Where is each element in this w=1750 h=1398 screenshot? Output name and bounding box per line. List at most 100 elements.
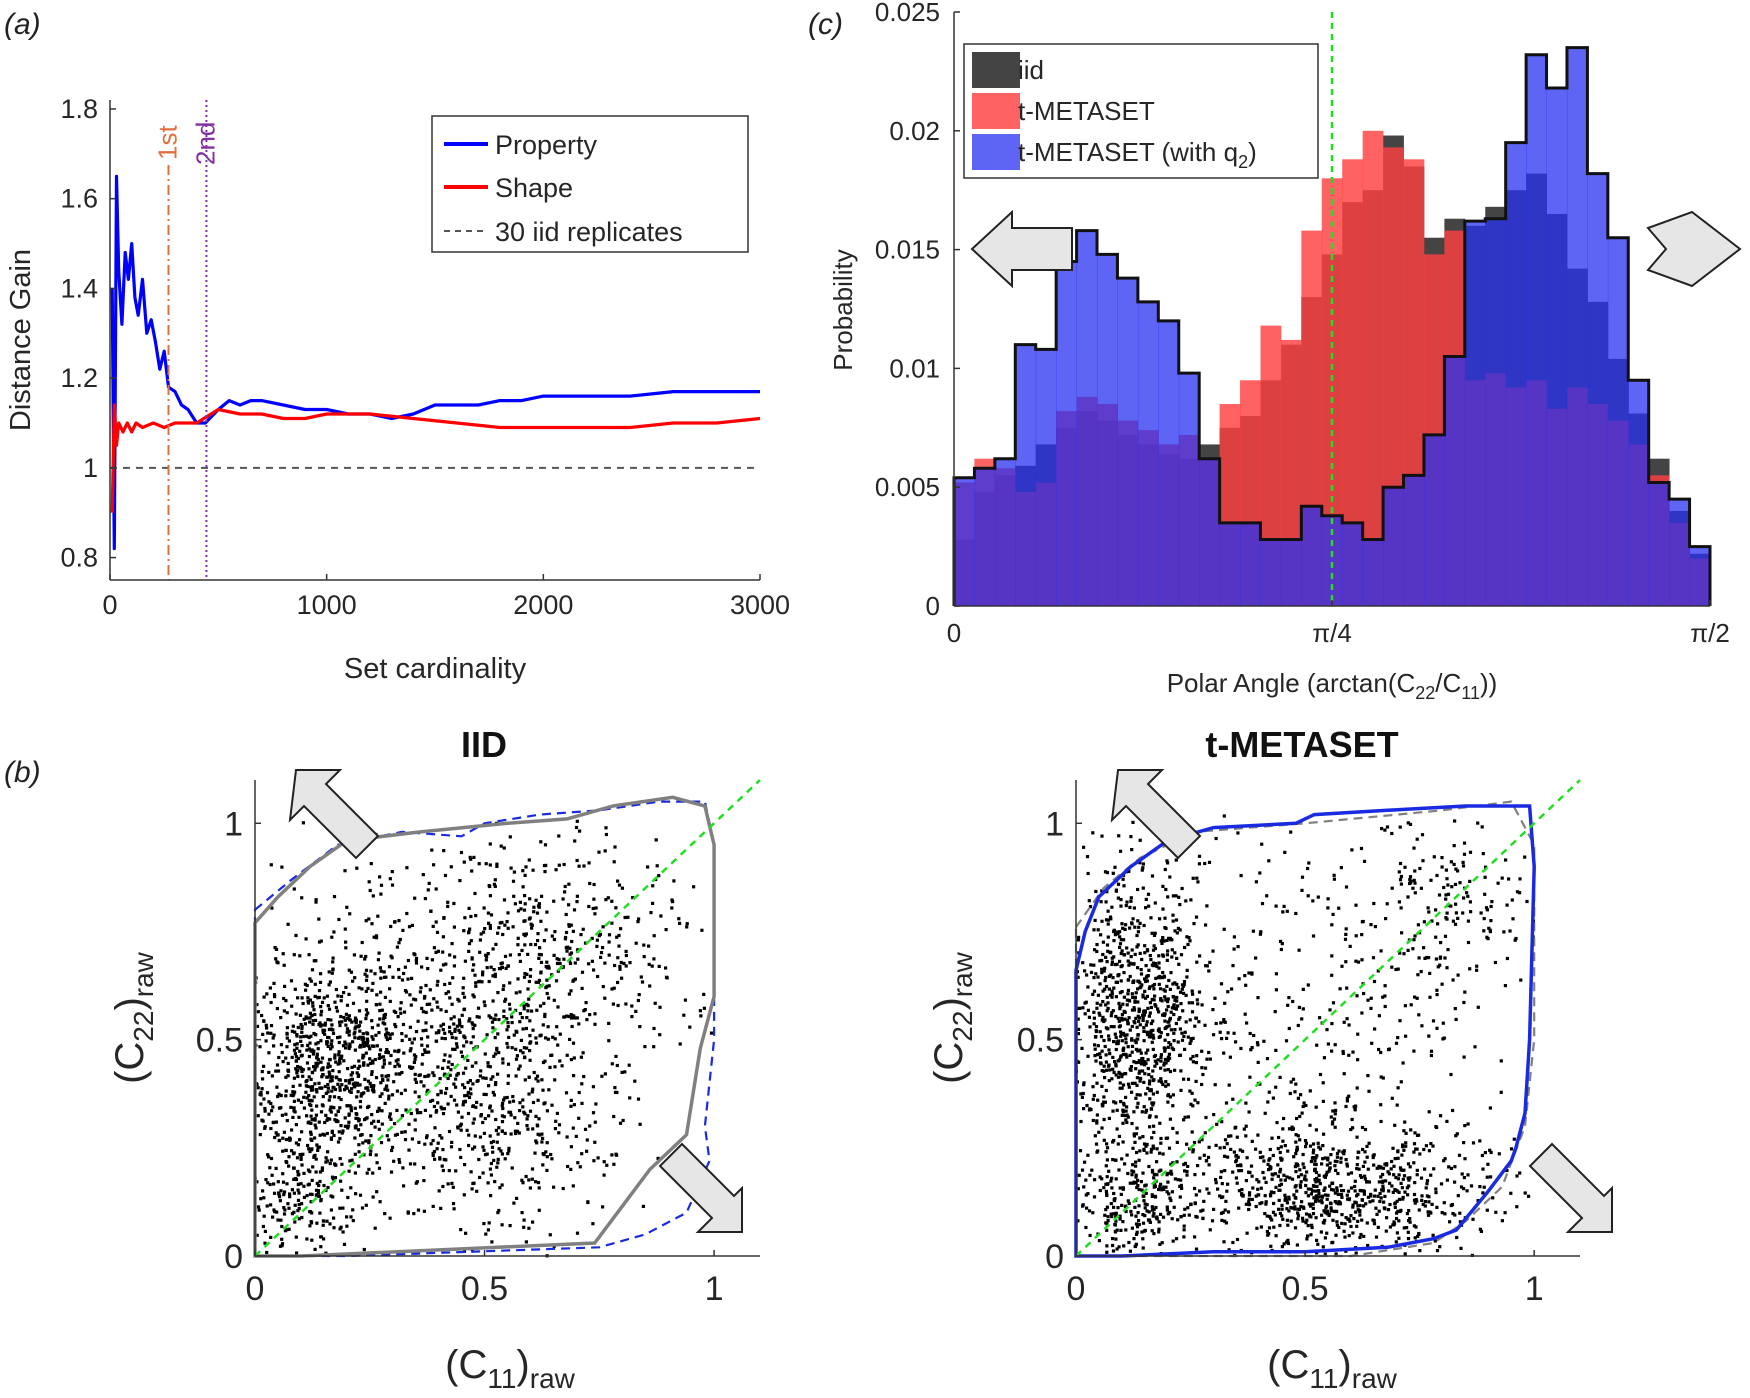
scatter-point [1132, 1008, 1137, 1012]
scatter-point [1136, 1033, 1140, 1037]
scatter-point [1353, 1189, 1357, 1193]
scatter-point [1196, 880, 1200, 884]
scatter-point [279, 1093, 283, 1098]
scatter-point [426, 888, 430, 892]
scatter-point [269, 1031, 273, 1035]
scatter-point [1102, 1117, 1106, 1122]
scatter-point [1282, 1242, 1286, 1246]
scatter-point [1459, 1185, 1464, 1189]
scatter-point [1141, 1016, 1145, 1020]
scatter-point [300, 1202, 304, 1206]
scatter-point [1132, 1170, 1136, 1174]
scatter-point [1403, 865, 1407, 869]
scatter-point [487, 884, 491, 888]
scatter-point [1130, 1044, 1135, 1048]
scatter-point [538, 1133, 542, 1137]
scatter-point [338, 1206, 342, 1210]
scatter-point [544, 1036, 548, 1040]
scatter-point [496, 1161, 500, 1165]
scatter-point [314, 1018, 318, 1022]
scatter-point [314, 959, 318, 963]
scatter-point [1099, 900, 1103, 904]
scatter-point [1373, 1027, 1377, 1031]
scatter-point [1456, 973, 1460, 977]
scatter-point [468, 927, 472, 931]
scatter-point [1271, 1173, 1275, 1177]
scatter-point [269, 1000, 273, 1005]
scatter-point [1191, 992, 1195, 996]
scatter-point [1145, 1020, 1149, 1024]
scatter-point [373, 1057, 377, 1062]
scatter-point [672, 879, 676, 883]
scatter-point [1163, 989, 1167, 993]
scatter-point [1293, 1205, 1297, 1209]
scatter-point [272, 993, 277, 997]
scatter-point [396, 1050, 400, 1054]
scatter-point [612, 1114, 616, 1119]
scatter-point [1316, 1242, 1320, 1246]
scatter-point [262, 995, 266, 999]
scatter-point [1150, 874, 1155, 878]
scatter-point [521, 885, 525, 889]
scatter-point [488, 923, 492, 928]
scatter-point [441, 935, 445, 939]
scatter-point [1278, 1211, 1282, 1215]
scatter-point [1119, 1030, 1123, 1034]
scatter-point [1381, 1172, 1385, 1177]
scatter-point [1219, 1170, 1223, 1174]
y-tick-label: 1.4 [60, 273, 98, 303]
scatter-point [1332, 873, 1336, 877]
scatter-point [1355, 1086, 1359, 1090]
scatter-point [1165, 958, 1169, 962]
scatter-point [700, 928, 704, 932]
scatter-point [549, 1053, 553, 1057]
scatter-point [1342, 1020, 1346, 1024]
scatter-point [378, 1053, 382, 1057]
scatter-point [1381, 1184, 1385, 1188]
scatter-point [541, 1088, 545, 1092]
scatter-point [637, 993, 641, 997]
scatter-point [1115, 1228, 1119, 1232]
scatter-point [1143, 1214, 1147, 1218]
scatter-point [484, 1092, 488, 1097]
scatter-point [1080, 1046, 1084, 1050]
scatter-point [1121, 1121, 1125, 1125]
scatter-point [365, 1171, 369, 1175]
scatter-point [506, 1074, 510, 1078]
scatter-point [536, 1181, 541, 1185]
scatter-point [1104, 1003, 1108, 1007]
scatter-point [582, 1009, 586, 1013]
scatter-point [399, 1001, 403, 1005]
scatter-point [1386, 1170, 1390, 1174]
scatter-point [1118, 1186, 1122, 1190]
scatter-point [1254, 1194, 1258, 1198]
scatter-point [367, 1139, 371, 1143]
scatter-point [1171, 919, 1175, 923]
scatter-point [1109, 1179, 1113, 1183]
scatter-point [305, 983, 309, 988]
scatter-point [688, 1025, 692, 1029]
scatter-point [1111, 1109, 1115, 1113]
scatter-point [1300, 1111, 1304, 1115]
scatter-point [1352, 1217, 1356, 1221]
scatter-point [1387, 1189, 1391, 1193]
scatter-point [570, 939, 574, 944]
scatter-point [1361, 919, 1365, 924]
scatter-point [1135, 1185, 1139, 1190]
scatter-point [1291, 1077, 1296, 1081]
scatter-point [1145, 979, 1149, 983]
scatter-point [268, 1182, 272, 1187]
scatter-point [408, 1037, 412, 1041]
scatter-point [1195, 1215, 1199, 1219]
scatter-point [561, 1186, 565, 1191]
scatter-point [1439, 1182, 1444, 1186]
scatter-point [1471, 1217, 1475, 1221]
scatter-point [1345, 1096, 1349, 1100]
scatter-point [420, 965, 424, 969]
scatter-point [1157, 1010, 1161, 1014]
scatter-point [1370, 1041, 1374, 1045]
scatter-point [549, 1152, 553, 1157]
scatter-point [344, 1084, 348, 1088]
scatter-point [1149, 1035, 1153, 1039]
scatter-point [1115, 980, 1119, 984]
